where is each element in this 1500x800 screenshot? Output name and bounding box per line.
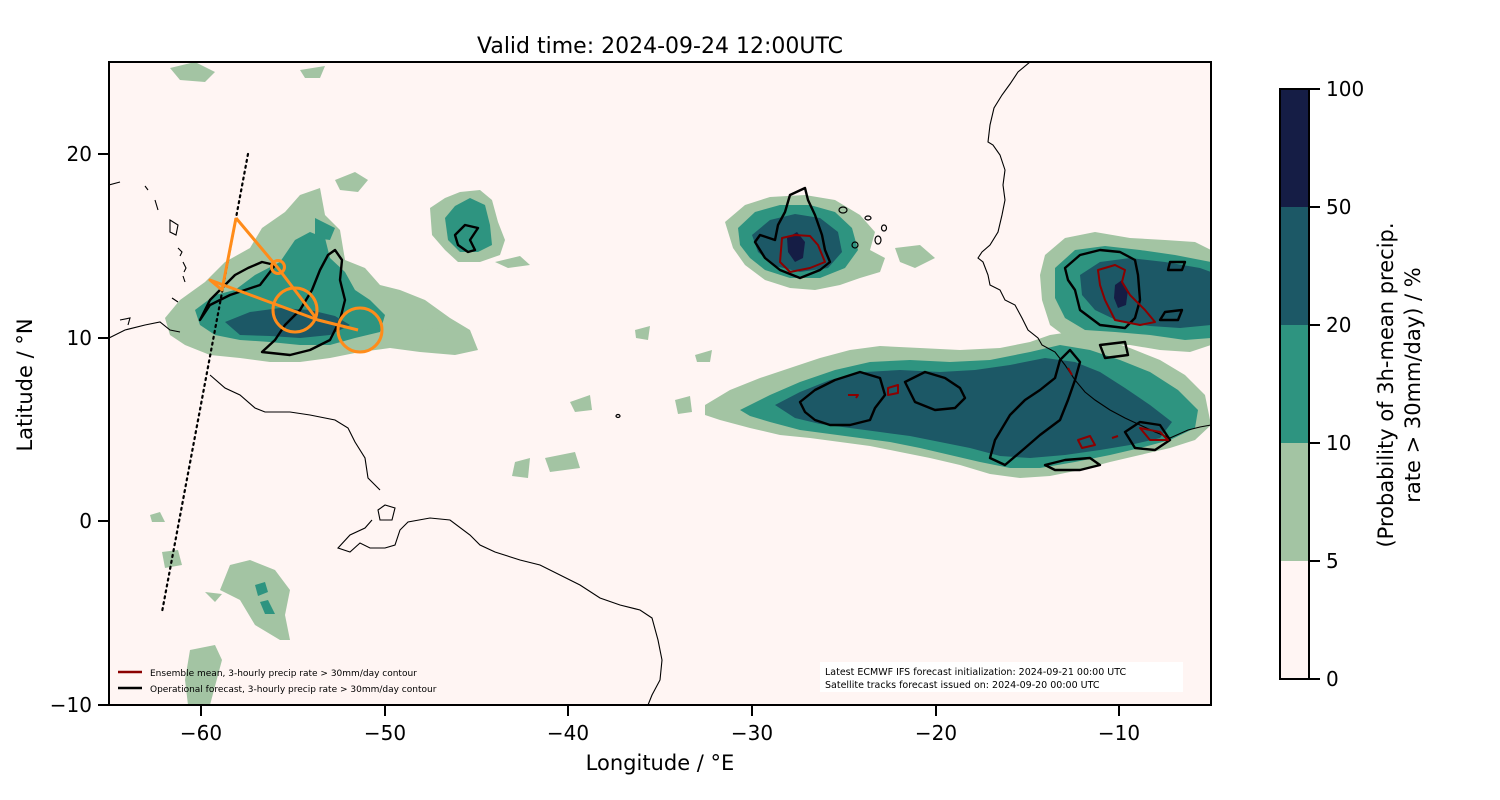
- x-tick-label: −50: [364, 721, 406, 745]
- x-tick-label: −60: [180, 721, 222, 745]
- colorbar-band-0-5: [1280, 561, 1309, 679]
- ensemble-mean-contours: [779, 234, 1169, 449]
- x-tick-label: −30: [731, 721, 773, 745]
- y-tick-label: 0: [79, 509, 92, 533]
- forecast-info-box: Latest ECMWF IFS forecast initialization…: [820, 662, 1183, 692]
- map-plot-area: Ensemble mean, 3-hourly precip rate > 30…: [108, 61, 1212, 706]
- y-tick-label: −10: [50, 693, 92, 717]
- colorbar-label-line1: (Probability of 3h-mean precip.: [1374, 222, 1398, 547]
- colorbar-band-10-20: [1280, 325, 1309, 443]
- x-tick-label: −40: [547, 721, 589, 745]
- x-axis: −60 −50 −40 −30 −20 −10 Longitude / °E: [180, 705, 1140, 775]
- colorbar-tick-label: 5: [1326, 549, 1339, 573]
- colorbar-band-50-100: [1280, 89, 1309, 207]
- coastlines: [109, 62, 1211, 705]
- y-tick-label: 10: [67, 326, 92, 350]
- operational-forecast-contours: [198, 186, 1187, 472]
- legend-label-operational: Operational forecast, 3-hourly precip ra…: [150, 685, 437, 695]
- chart-title: Valid time: 2024-09-24 12:00UTC: [477, 34, 843, 59]
- info-line-initialization: Latest ECMWF IFS forecast initialization…: [825, 667, 1126, 678]
- colorbar-frame: [1279, 88, 1310, 680]
- colorbar-tick-label: 50: [1326, 195, 1351, 219]
- colorbar-band-5-10: [1280, 443, 1309, 561]
- legend-label-ensemble: Ensemble mean, 3-hourly precip rate > 30…: [150, 669, 417, 679]
- x-tick-label: −10: [1098, 721, 1140, 745]
- islands: [615, 206, 888, 419]
- x-axis-label: Longitude / °E: [586, 751, 735, 775]
- legend: Ensemble mean, 3-hourly precip rate > 30…: [118, 669, 437, 695]
- x-tick-label: −20: [915, 721, 957, 745]
- colorbar-label-line2: rate > 30mm/day) / %: [1401, 267, 1425, 503]
- colorbar: 0 5 10 20 50 100 (Probability of 3h-mean…: [1279, 77, 1425, 691]
- info-box-background: [820, 662, 1183, 692]
- y-axis-label: Latitude / °N: [13, 318, 37, 451]
- storm-track: [208, 217, 384, 354]
- colorbar-band-20-50: [1280, 207, 1309, 325]
- colorbar-tick-label: 100: [1326, 77, 1364, 101]
- colorbar-tick-label: 0: [1326, 667, 1339, 691]
- plot-frame: [108, 61, 1212, 706]
- y-tick-label: 20: [67, 142, 92, 166]
- colorbar-tick-label: 20: [1326, 313, 1351, 337]
- colorbar-tick-label: 10: [1326, 431, 1351, 455]
- info-line-satellite: Satellite tracks forecast issued on: 202…: [825, 680, 1100, 691]
- precip-cluster-south-west: [150, 512, 290, 705]
- y-axis: −10 0 10 20 Latitude / °N: [13, 142, 109, 717]
